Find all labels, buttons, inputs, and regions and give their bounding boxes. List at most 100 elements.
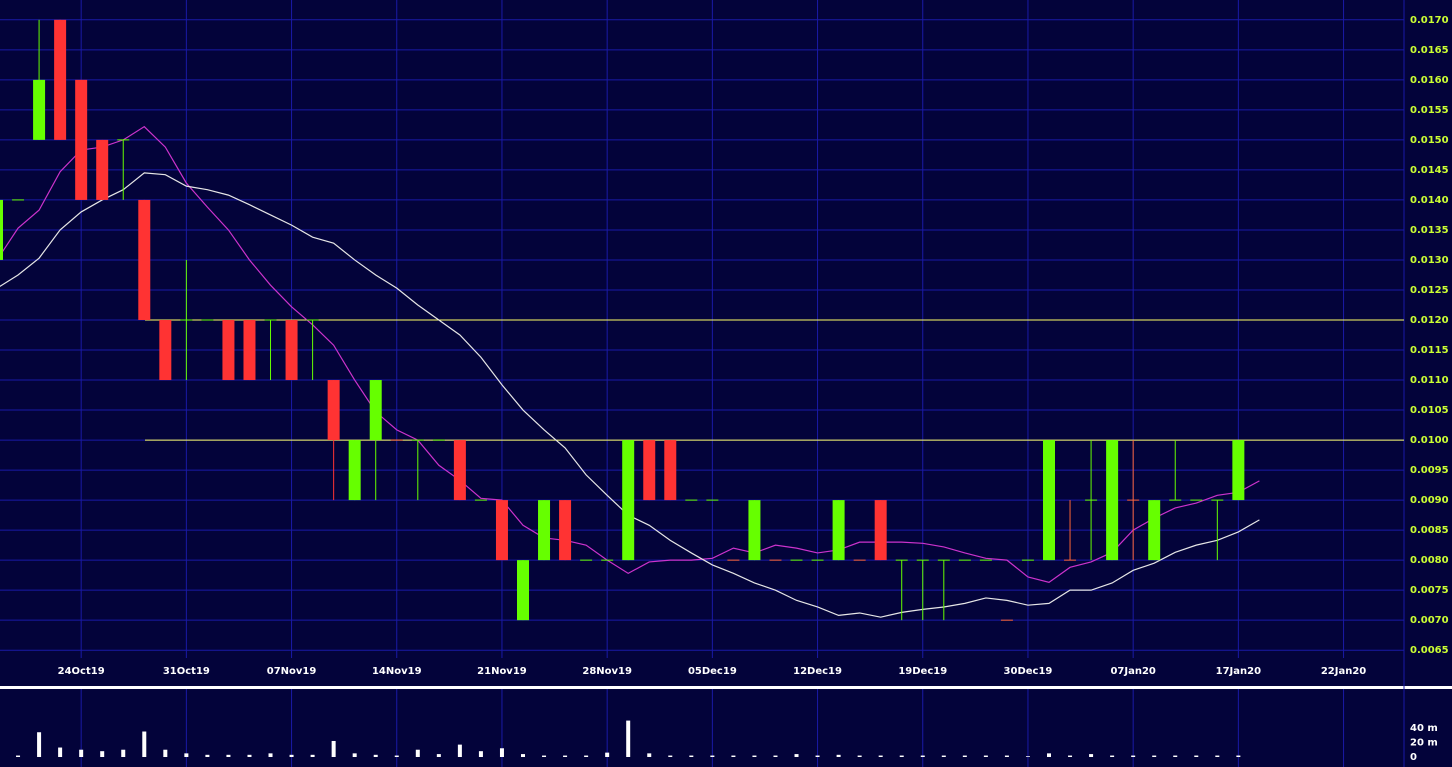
- volume-bar: [1173, 755, 1178, 757]
- volume-bar: [499, 748, 504, 757]
- candle-body: [538, 500, 551, 561]
- candle-body: [222, 319, 235, 381]
- volume-bar: [37, 732, 42, 757]
- volume-bar: [1068, 755, 1073, 757]
- candle-body: [453, 440, 466, 501]
- volume-bar: [1047, 753, 1051, 757]
- candle-body: [1148, 500, 1161, 561]
- volume-bar: [941, 755, 946, 757]
- y-tick-label: 0.0115: [1410, 345, 1449, 356]
- x-tick-label: 24Oct19: [58, 666, 105, 677]
- volume-bar: [268, 753, 273, 757]
- volume-bar: [415, 749, 420, 757]
- volume-bar: [857, 755, 862, 757]
- volume-bar: [1089, 754, 1094, 757]
- candle-body: [75, 79, 88, 200]
- x-tick-label: 17Jan20: [1216, 666, 1261, 677]
- y-tick-label: 0.0075: [1410, 585, 1449, 596]
- volume-bar: [1152, 755, 1157, 757]
- volume-bar: [1236, 755, 1241, 757]
- candle-body: [348, 440, 361, 501]
- volume-bar: [626, 720, 631, 757]
- volume-bar: [878, 755, 883, 757]
- candle-body: [622, 440, 635, 561]
- y-tick-label: 0.0065: [1410, 645, 1449, 656]
- volume-bar: [478, 751, 483, 757]
- candle-body: [643, 440, 656, 501]
- x-tick-label: 07Nov19: [267, 666, 317, 677]
- volume-bar: [163, 749, 168, 757]
- volume-bar: [1004, 755, 1009, 757]
- volume-bar: [689, 755, 694, 757]
- x-tick-label: 28Nov19: [582, 666, 632, 677]
- volume-bar: [436, 754, 441, 757]
- volume-bar: [142, 731, 147, 757]
- candle-body: [1232, 440, 1245, 501]
- y-tick-label: 0.0100: [1410, 435, 1449, 446]
- volume-bar: [794, 754, 799, 757]
- volume-bar: [16, 755, 21, 757]
- x-tick-label: 07Jan20: [1110, 666, 1155, 677]
- y-tick-label: 0.0090: [1410, 495, 1449, 506]
- volume-bar: [773, 755, 778, 757]
- volume-bar: [836, 754, 841, 757]
- y-tick-label: 0.0150: [1410, 135, 1449, 146]
- volume-bar: [815, 755, 820, 757]
- volume-bar: [521, 754, 525, 757]
- volume-bar: [289, 754, 294, 757]
- y-tick-label: 0.0070: [1410, 615, 1449, 626]
- volume-bar: [983, 755, 988, 757]
- volume-bar: [79, 749, 84, 757]
- candle-body: [327, 380, 340, 441]
- x-tick-label: 19Dec19: [898, 666, 947, 677]
- y-tick-label: 0.0095: [1410, 465, 1449, 476]
- y-tick-label: 0.0160: [1410, 75, 1449, 86]
- x-tick-label: 21Nov19: [477, 666, 527, 677]
- volume-bar: [205, 754, 210, 757]
- candle-body: [517, 560, 529, 621]
- y-tick-label: 0.0155: [1410, 105, 1449, 116]
- volume-bar: [752, 755, 757, 757]
- volume-bar: [542, 755, 547, 757]
- candle-body: [1043, 440, 1055, 561]
- candle-body: [243, 319, 256, 381]
- y-tick-label: 0.0165: [1410, 45, 1449, 56]
- volume-bar: [563, 755, 568, 757]
- volume-bar: [121, 749, 126, 757]
- volume-bar: [310, 754, 315, 757]
- candle-body: [159, 319, 172, 381]
- y-tick-label: 0.0110: [1410, 375, 1449, 386]
- candle-body: [33, 79, 46, 140]
- volume-tick-label: 40 m: [1410, 723, 1438, 734]
- volume-bar: [1194, 755, 1199, 757]
- volume-bar: [647, 753, 652, 757]
- volume-tick-label: 0: [1410, 752, 1417, 763]
- candle-body: [285, 319, 298, 381]
- volume-bar: [1215, 755, 1220, 757]
- volume-bar: [373, 754, 378, 757]
- candle-body: [0, 199, 3, 260]
- moving-average-line: [0, 125, 1260, 584]
- candle-body: [138, 199, 151, 320]
- x-tick-label: 05Dec19: [688, 666, 737, 677]
- volume-bar: [899, 755, 904, 757]
- volume-bar: [584, 755, 589, 757]
- candle-body: [54, 19, 67, 140]
- x-tick-label: 31Oct19: [163, 666, 210, 677]
- y-tick-label: 0.0135: [1410, 225, 1449, 236]
- volume-bar: [920, 755, 925, 757]
- candle-body: [664, 440, 677, 501]
- volume-bar: [962, 755, 967, 757]
- volume-bar: [1025, 756, 1030, 757]
- x-tick-label: 12Dec19: [793, 666, 842, 677]
- y-tick-label: 0.0145: [1410, 165, 1449, 176]
- volume-bar: [710, 755, 715, 757]
- y-tick-label: 0.0105: [1410, 405, 1449, 416]
- volume-bar: [100, 751, 105, 757]
- panel-separator: [0, 686, 1452, 689]
- x-tick-label: 22Jan20: [1321, 666, 1366, 677]
- volume-bar: [352, 753, 357, 757]
